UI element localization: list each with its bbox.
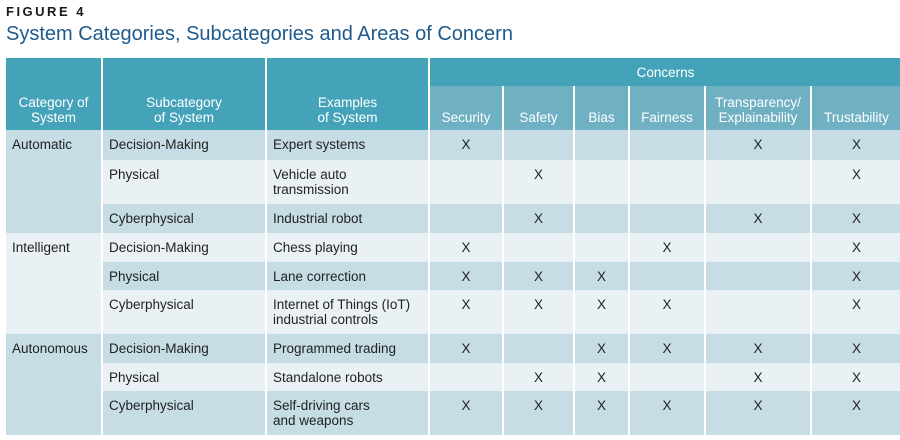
concern-cell: X [575, 363, 628, 391]
concern-cell: X [630, 233, 704, 262]
header-line: of System [317, 110, 378, 125]
concern-cell [575, 130, 628, 160]
concern-cell: X [812, 363, 900, 391]
concern-cell: X [504, 160, 573, 204]
concern-cell: X [706, 334, 810, 363]
concern-cell: X [812, 334, 900, 363]
concern-cell: X [504, 391, 573, 435]
concern-cell: X [504, 262, 573, 290]
header-concern: Fairness [628, 86, 704, 130]
concern-cell: X [430, 130, 502, 160]
concern-cell [575, 204, 628, 233]
header-concern: Security [430, 86, 502, 130]
subcategory-cell: Physical [103, 363, 265, 391]
category-cell: Automatic [6, 130, 101, 233]
figure-label: FIGURE 4 [6, 4, 86, 19]
concern-cell: X [430, 334, 502, 363]
concern-cell: X [812, 204, 900, 233]
example-cell: Programmed trading [267, 334, 428, 363]
concern-cell [706, 160, 810, 204]
subcategory-cell: Cyberphysical [103, 204, 265, 233]
header-concern: Trustability [810, 86, 900, 130]
concern-cell: X [630, 290, 704, 334]
concern-cell: X [630, 334, 704, 363]
subcategory-cell: Decision-Making [103, 130, 265, 160]
concern-cell [504, 334, 573, 363]
subcategory-cell: Cyberphysical [103, 391, 265, 435]
example-cell: Self-driving cars and weapons [267, 391, 428, 435]
concern-cell [630, 262, 704, 290]
figure-title: System Categories, Subcategories and Are… [6, 23, 513, 45]
header-line: of System [153, 110, 215, 125]
header-examples: Examples of System [267, 58, 428, 130]
concern-cell [630, 363, 704, 391]
header-category: Category of System [6, 58, 101, 130]
concern-cell: X [430, 290, 502, 334]
concern-cell: X [504, 363, 573, 391]
example-cell: Internet of Things (IoT) industrial cont… [267, 290, 428, 334]
concern-cell: X [430, 391, 502, 435]
concern-cell: X [812, 262, 900, 290]
header-concerns: Concerns [430, 58, 900, 86]
header-line: Examples [317, 95, 378, 110]
example-cell: Vehicle auto transmission [267, 160, 428, 204]
concern-cell [630, 204, 704, 233]
concern-cell: X [504, 290, 573, 334]
subcategory-cell: Decision-Making [103, 233, 265, 262]
category-cell: Autonomous [6, 334, 101, 435]
header-line: Subcategory [146, 95, 222, 110]
concern-cell: X [630, 391, 704, 435]
example-cell: Lane correction [267, 262, 428, 290]
concern-cell [706, 262, 810, 290]
concern-cell [430, 363, 502, 391]
concern-cell: X [575, 391, 628, 435]
category-cell: Intelligent [6, 233, 101, 334]
example-cell: Industrial robot [267, 204, 428, 233]
header-concern: Bias [573, 86, 628, 130]
example-cell: Chess playing [267, 233, 428, 262]
example-cell: Expert systems [267, 130, 428, 160]
header-concern: Safety [502, 86, 573, 130]
concern-cell [630, 130, 704, 160]
concern-cell [504, 130, 573, 160]
concern-cell: X [430, 262, 502, 290]
subcategory-cell: Physical [103, 262, 265, 290]
concern-cell: X [812, 391, 900, 435]
concern-cell: X [575, 262, 628, 290]
header-line: System [30, 110, 76, 125]
concern-cell [430, 160, 502, 204]
concern-cell: X [575, 290, 628, 334]
concern-cell [575, 160, 628, 204]
concern-cell: X [575, 334, 628, 363]
header-subcategory: Subcategory of System [103, 58, 265, 130]
concern-cell: X [812, 233, 900, 262]
subcategory-cell: Decision-Making [103, 334, 265, 363]
concern-cell: X [812, 130, 900, 160]
concern-cell: X [430, 233, 502, 262]
header-concern: Transparency/ Explainability [704, 86, 810, 130]
subcategory-cell: Physical [103, 160, 265, 204]
concern-cell: X [706, 363, 810, 391]
concern-cell: X [706, 204, 810, 233]
concern-cell [504, 233, 573, 262]
concerns-table: Category of System Subcategory of System Exa… [6, 58, 900, 435]
concern-cell: X [706, 391, 810, 435]
concern-cell: X [706, 130, 810, 160]
concern-cell: X [812, 160, 900, 204]
concern-cell [706, 290, 810, 334]
subcategory-cell: Cyberphysical [103, 290, 265, 334]
header-line: Category of [18, 95, 89, 110]
concern-cell [630, 160, 704, 204]
concern-cell [706, 233, 810, 262]
example-cell: Standalone robots [267, 363, 428, 391]
concern-cell: X [504, 204, 573, 233]
concern-cell: X [812, 290, 900, 334]
concern-cell [575, 233, 628, 262]
concern-cell [430, 204, 502, 233]
